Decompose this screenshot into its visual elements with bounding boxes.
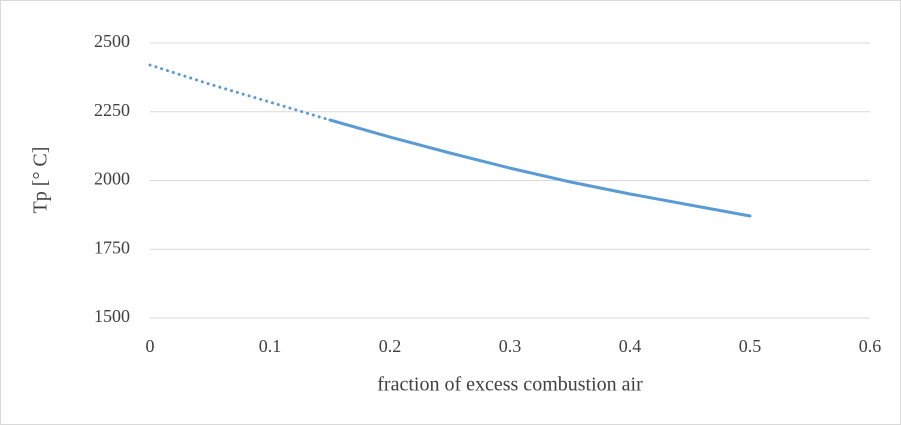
- series-line: [148, 63, 332, 122]
- series-line: [328, 118, 752, 218]
- x-tick-label: 0: [146, 336, 155, 356]
- y-tick-label: 2250: [94, 100, 130, 120]
- x-tick-label: 0.2: [379, 336, 402, 356]
- y-tick-label: 1500: [94, 306, 130, 326]
- x-tick-label: 0.3: [499, 336, 522, 356]
- x-tick-label: 0.4: [619, 336, 642, 356]
- y-axis-title: Tp [° C]: [30, 147, 52, 214]
- y-tick-label: 1750: [94, 237, 130, 257]
- y-tick-label: 2000: [94, 169, 130, 189]
- x-axis-title: fraction of excess combustion air: [377, 374, 643, 396]
- x-tick-label: 0.6: [859, 336, 882, 356]
- x-tick-label: 0.5: [739, 336, 762, 356]
- y-tick-label: 2500: [94, 31, 130, 51]
- x-tick-label: 0.1: [259, 336, 282, 356]
